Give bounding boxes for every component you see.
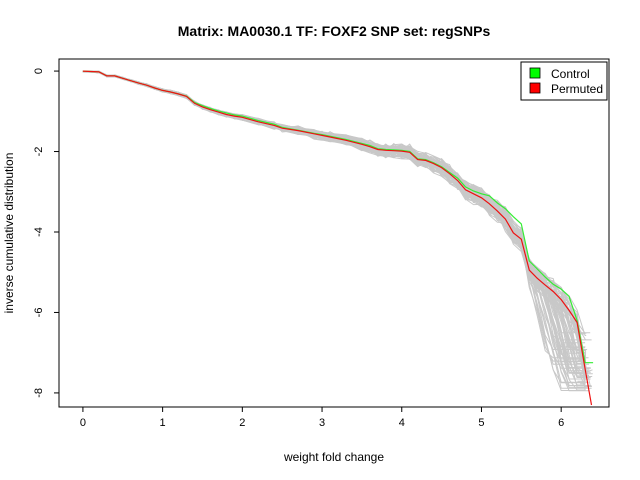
permutation-curve: [82, 70, 586, 354]
permutation-curve: [82, 70, 591, 369]
permutation-curve: [82, 70, 586, 344]
x-tick-label: 3: [319, 417, 325, 429]
permutation-curve: [82, 70, 586, 335]
x-tick-label: 6: [558, 417, 564, 429]
x-axis-label: weight fold change: [283, 450, 384, 464]
legend-label-permuted: Permuted: [551, 82, 603, 96]
y-tick-label: -6: [33, 308, 45, 318]
y-tick-label: 0: [33, 68, 45, 74]
y-axis-label: inverse cumulative distribution: [2, 153, 16, 314]
permutation-curve: [82, 70, 586, 362]
permutation-curve: [82, 71, 586, 349]
legend-swatch-permuted: [529, 82, 541, 94]
x-axis: 0 1 2 3 4 5 6: [80, 407, 564, 429]
permutation-curve: [82, 70, 586, 340]
y-tick-label: -4: [33, 227, 45, 237]
permutation-curve: [82, 70, 593, 374]
x-tick-label: 0: [80, 417, 86, 429]
permutation-curve: [82, 70, 592, 341]
permutation-curve: [82, 70, 586, 353]
legend: Control Permuted: [520, 61, 608, 101]
x-tick-label: 1: [160, 417, 166, 429]
plot-frame: [58, 58, 610, 408]
permutation-curve: [82, 70, 593, 375]
permutation-curve: [82, 71, 591, 334]
permutation-lines: [82, 70, 593, 392]
chart-title: Matrix: MA0030.1 TF: FOXF2 SNP set: regS…: [178, 23, 491, 39]
x-tick-label: 5: [478, 417, 484, 429]
plot-area: [58, 58, 610, 408]
permutation-curve: [82, 70, 586, 348]
permutation-curve: [82, 70, 589, 365]
series-lines: [82, 70, 594, 406]
legend-swatch-control: [529, 67, 541, 79]
y-axis: 0 -2 -4 -6 -8: [33, 68, 59, 398]
permutation-curve: [82, 70, 590, 392]
permutation-curve: [82, 70, 587, 334]
x-tick-label: 2: [239, 417, 245, 429]
y-tick-label: -8: [33, 388, 45, 398]
control-series-line: [82, 70, 594, 364]
permutation-curve: [82, 71, 589, 359]
permutation-curve: [82, 70, 586, 351]
x-tick-label: 4: [399, 417, 405, 429]
permutation-curve: [82, 70, 587, 336]
permuted-series-line: [82, 70, 593, 406]
legend-label-control: Control: [551, 67, 590, 81]
permutation-curve: [82, 70, 586, 334]
y-tick-label: -2: [33, 147, 45, 157]
permutation-curve: [82, 70, 591, 369]
permutation-curve: [82, 70, 586, 359]
permutation-curve: [82, 70, 588, 350]
